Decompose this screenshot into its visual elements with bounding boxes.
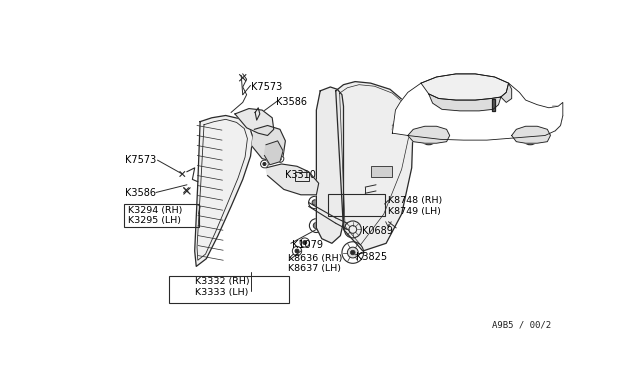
Bar xyxy=(371,166,392,177)
Circle shape xyxy=(263,163,266,166)
Bar xyxy=(169,276,289,303)
Polygon shape xyxy=(195,115,253,266)
Text: K3586: K3586 xyxy=(125,188,156,198)
Polygon shape xyxy=(392,74,563,140)
Circle shape xyxy=(278,157,282,160)
Polygon shape xyxy=(429,94,501,111)
Circle shape xyxy=(348,247,358,258)
Circle shape xyxy=(272,169,275,172)
Text: K1079: K1079 xyxy=(292,240,323,250)
Text: K7573: K7573 xyxy=(250,81,282,92)
Text: K8748 (RH)
K8749 (LH): K8748 (RH) K8749 (LH) xyxy=(388,196,443,216)
Text: A9B5 / 00/2: A9B5 / 00/2 xyxy=(492,320,551,329)
Text: K3332 (RH)
K3333 (LH): K3332 (RH) K3333 (LH) xyxy=(195,277,250,296)
Polygon shape xyxy=(421,74,509,100)
Polygon shape xyxy=(336,81,413,251)
Circle shape xyxy=(525,131,535,140)
Polygon shape xyxy=(511,126,550,143)
Circle shape xyxy=(278,175,282,179)
Text: K0689: K0689 xyxy=(362,226,393,236)
Circle shape xyxy=(312,200,317,205)
Polygon shape xyxy=(408,126,450,143)
Polygon shape xyxy=(501,83,511,102)
Text: K3825: K3825 xyxy=(356,252,387,262)
Text: K3586: K3586 xyxy=(276,97,307,107)
Bar xyxy=(328,194,385,216)
Text: K3294 (RH)
K3295 (LH): K3294 (RH) K3295 (LH) xyxy=(128,206,182,225)
Polygon shape xyxy=(264,141,283,165)
Circle shape xyxy=(521,126,540,145)
Circle shape xyxy=(424,131,433,140)
Polygon shape xyxy=(492,99,495,111)
Bar xyxy=(124,204,198,227)
Polygon shape xyxy=(235,109,274,135)
Circle shape xyxy=(313,222,319,229)
Circle shape xyxy=(295,249,299,253)
Text: K7573: K7573 xyxy=(125,155,156,165)
Polygon shape xyxy=(266,164,319,195)
Polygon shape xyxy=(252,125,285,162)
Polygon shape xyxy=(316,87,344,243)
Circle shape xyxy=(351,250,355,255)
Text: K3310: K3310 xyxy=(285,170,316,180)
Text: K8636 (RH)
K8637 (LH): K8636 (RH) K8637 (LH) xyxy=(289,254,343,273)
Bar xyxy=(296,172,309,181)
Circle shape xyxy=(419,126,438,145)
Circle shape xyxy=(303,241,307,244)
